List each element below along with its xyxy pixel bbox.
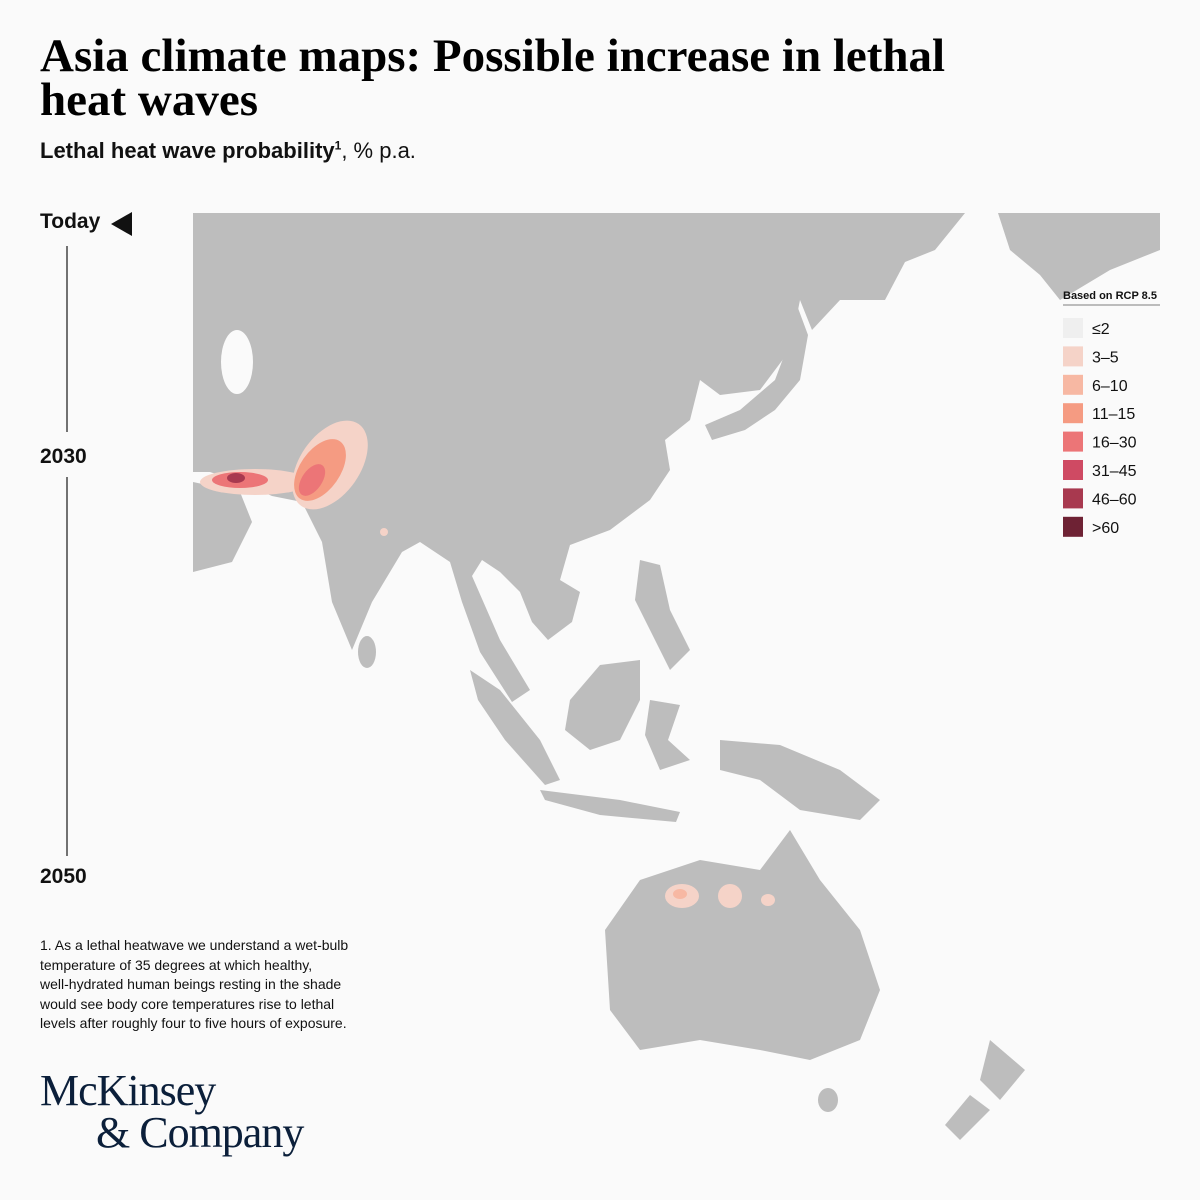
heat-area (718, 884, 742, 908)
heat-area (227, 473, 245, 483)
heat-area (761, 894, 775, 906)
legend-label: >60 (1092, 520, 1119, 537)
logo-line: McKinsey (40, 1066, 216, 1115)
title-line: Asia climate maps: Possible increase in … (40, 30, 946, 82)
logo-line: & Company (96, 1108, 304, 1157)
legend-swatch (1063, 374, 1083, 395)
heat-area (294, 439, 346, 501)
timeline-label[interactable]: 2030 (40, 445, 87, 468)
heat-overlay (200, 420, 775, 908)
footnote-line: levels after roughly four to five hours … (40, 1015, 347, 1031)
legend-swatch (1063, 516, 1083, 537)
footnote-line: 1. As a lethal heatwave we understand a … (40, 937, 349, 953)
title: Asia climate maps: Possible increase in … (40, 30, 946, 126)
heat-area (292, 420, 368, 510)
legend-label: ≤2 (1092, 321, 1110, 338)
timeline-label[interactable]: Today (40, 210, 101, 233)
subtitle-unit: , % p.a. (341, 138, 416, 163)
footnote: 1. As a lethal heatwave we understand a … (40, 936, 348, 1034)
subtitle-text: Lethal heat wave probability (40, 138, 335, 163)
title-line: heat waves (40, 74, 258, 126)
legend-swatch (1063, 488, 1083, 509)
timeline-arrow (111, 212, 132, 236)
heat-area (298, 464, 326, 496)
legend-label: 46–60 (1092, 491, 1137, 508)
legend-label: 31–45 (1092, 463, 1137, 480)
footnote-line: temperature of 35 degrees at which healt… (40, 956, 313, 973)
legend-swatch (1063, 403, 1083, 424)
footnote-line: would see body core temperatures rise to… (40, 995, 335, 1012)
lake (221, 330, 253, 394)
legend-title: Based on RCP 8.5 (1063, 290, 1157, 302)
legend: ≤2 3–5 6–10 11–15 16–30 31–45 46–60 >60 (1063, 318, 1137, 537)
heat-area (673, 889, 687, 899)
legend-swatch (1063, 460, 1083, 480)
legend-swatch (1063, 318, 1083, 338)
legend-label: 11–15 (1092, 406, 1135, 423)
legend-label: 3–5 (1092, 349, 1119, 366)
legend-swatch (1063, 431, 1083, 452)
legend-label: 6–10 (1092, 378, 1128, 395)
legend-label: 16–30 (1092, 435, 1137, 452)
timeline-label[interactable]: 2050 (40, 865, 87, 888)
logo: McKinsey & Company (40, 1066, 304, 1157)
footnote-line: well-hydrated human beings resting in th… (40, 976, 342, 992)
legend-swatch (1063, 346, 1083, 367)
subtitle: Lethal heat wave probability1, % p.a. (40, 138, 416, 164)
heat-area (665, 884, 699, 908)
footnote-mark: 1 (334, 138, 342, 153)
subtitle-bold: Lethal heat wave probability1 (40, 138, 341, 163)
heat-area (380, 528, 388, 536)
heat-area (212, 472, 268, 488)
heat-area (200, 469, 310, 495)
